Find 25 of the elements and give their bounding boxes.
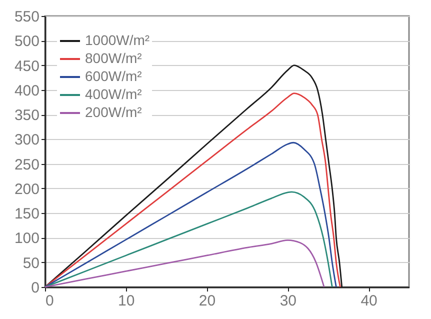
y-tick-label: 250 bbox=[14, 156, 40, 174]
line-series bbox=[44, 239, 325, 288]
y-tick-label: 350 bbox=[14, 107, 40, 124]
y-tick-label: 200 bbox=[14, 180, 40, 198]
y-tick-label: 50 bbox=[22, 254, 40, 272]
y-tick-label: 150 bbox=[14, 206, 40, 223]
line-series bbox=[44, 191, 333, 288]
legend-label: 1000W/m² bbox=[85, 32, 150, 48]
y-tick-label: 550 bbox=[14, 8, 40, 26]
legend-label: 200W/m² bbox=[85, 104, 142, 120]
x-tick-label: 0 bbox=[46, 292, 54, 310]
line-series bbox=[44, 142, 337, 288]
y-tick-label: 450 bbox=[14, 58, 40, 75]
y-tick-label: 400 bbox=[14, 82, 40, 100]
x-tick-label: 20 bbox=[198, 292, 216, 310]
x-tick-label: 10 bbox=[118, 292, 135, 310]
legend-label: 600W/m² bbox=[85, 68, 142, 84]
x-tick-label: 40 bbox=[360, 292, 378, 310]
y-tick-label: 0 bbox=[31, 280, 40, 296]
y-tick-label: 500 bbox=[14, 33, 40, 50]
y-tick-label: 300 bbox=[14, 132, 40, 149]
x-tick-label: 30 bbox=[280, 292, 297, 310]
legend-label: 800W/m² bbox=[85, 50, 142, 66]
legend-label: 400W/m² bbox=[85, 86, 142, 102]
y-tick-label: 100 bbox=[14, 230, 40, 248]
